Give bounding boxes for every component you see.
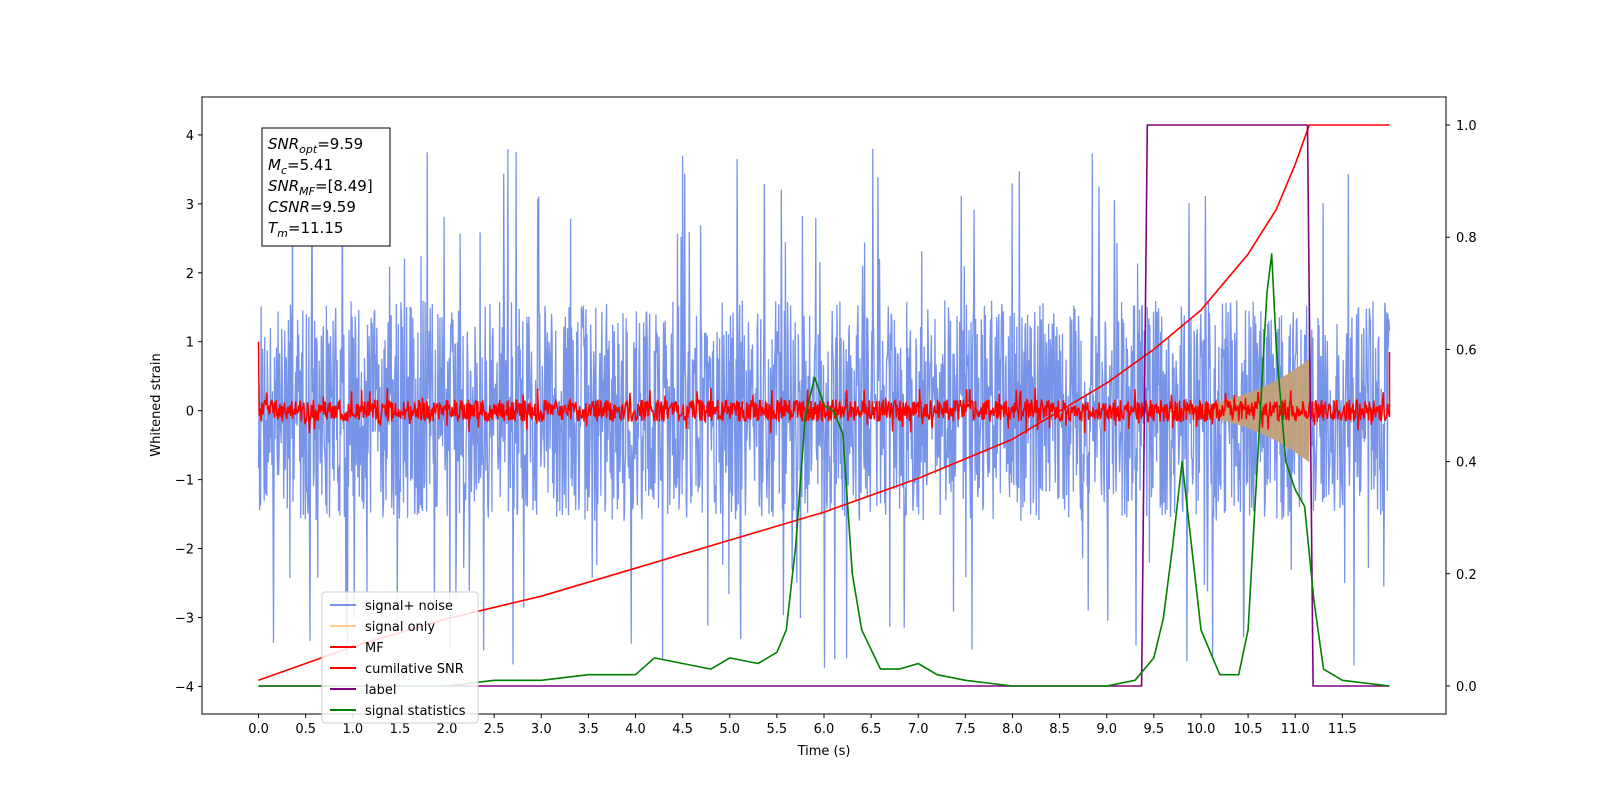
legend-frame (321, 591, 479, 724)
y2-tick-label-2: 0.6 (1456, 343, 1477, 358)
annotation-value-0: =9.59 (317, 135, 363, 153)
x-tick-label-1: 0.5 (295, 722, 316, 737)
y2-ticks: 1.0 0.8 0.6 0.4 0.2 0.0 (1446, 119, 1477, 695)
x-tick-label-8: 4.0 (625, 722, 646, 737)
annotation-subscript-1: c (281, 164, 287, 177)
annotation-symbol-3: CSNR (268, 198, 310, 216)
annotation-value-4: =11.15 (288, 219, 344, 237)
y-tick-label-8: −4 (175, 680, 194, 695)
annotation-line-0: SNRopt=9.59 (268, 135, 363, 156)
x-tick-label-22: 11.0 (1281, 722, 1310, 737)
x-tick-label-7: 3.5 (578, 722, 599, 737)
x-tick-label-10: 5.0 (719, 722, 740, 737)
annotation-line-4: Tm=11.15 (268, 219, 343, 240)
annotation-symbol-1: M (268, 156, 281, 174)
x-tick-label-11: 5.5 (767, 722, 788, 737)
annotation-symbol-0: SNR (268, 135, 299, 153)
y2-tick-label-3: 0.4 (1456, 456, 1477, 471)
x-tick-label-17: 8.5 (1049, 722, 1070, 737)
x-tick-label-18: 9.0 (1096, 722, 1117, 737)
annotation-value-2: =[8.49] (315, 177, 373, 195)
series-2-line (257, 341, 1391, 434)
x-tick-label-19: 9.5 (1144, 722, 1165, 737)
y2-tick-label-0: 1.0 (1456, 119, 1477, 134)
x-tick-label-4: 2.0 (437, 722, 458, 737)
legend-label-3: cumilative SNR (365, 662, 464, 677)
y2-tick-label-5: 0.0 (1456, 680, 1477, 695)
annotation-value-1: =5.41 (287, 156, 333, 174)
x-tick-label-14: 7.0 (908, 722, 929, 737)
y-tick-label-3: 1 (186, 336, 194, 351)
x-tick-label-13: 6.5 (861, 722, 882, 737)
annotation-subscript-0: opt (299, 143, 318, 156)
y2-tick-label-1: 0.8 (1456, 231, 1477, 246)
x-axis-label: Time (s) (797, 744, 851, 759)
annotation-subscript-2: MF (299, 185, 315, 198)
y-axis-label: Whitened strain (149, 353, 164, 456)
y-tick-label-7: −3 (175, 611, 194, 626)
legend-label-4: label (365, 683, 396, 698)
x-tick-label-0: 0.0 (248, 722, 269, 737)
annotation-subscript-4: m (277, 227, 288, 240)
annotation-symbol-2: SNR (268, 177, 299, 195)
x-tick-label-16: 8.0 (1002, 722, 1023, 737)
y-ticks: 4 3 2 1 0 −1 −2 −3 −4 (175, 129, 202, 695)
x-tick-label-9: 4.5 (672, 722, 693, 737)
annotation-value-3: =9.59 (310, 198, 356, 216)
legend-label-2: MF (365, 641, 384, 656)
legend: signal+ noise signal only MF cumilative SNR… (321, 591, 479, 724)
legend-label-0: signal+ noise (365, 599, 453, 614)
legend-label-1: signal only (365, 620, 435, 635)
annotation-box: SNRopt=9.59Mc=5.41SNRMF=[8.49]CSNR=9.59T… (261, 127, 391, 247)
annotation-line-3: CSNR=9.59 (268, 198, 356, 216)
x-tick-label-21: 10.5 (1234, 722, 1263, 737)
legend-label-5: signal statistics (365, 704, 466, 719)
annotation-frame (261, 127, 391, 247)
x-tick-label-5: 2.5 (484, 722, 505, 737)
x-tick-label-15: 7.5 (955, 722, 976, 737)
y-tick-label-6: −2 (175, 543, 194, 558)
y2-tick-label-4: 0.2 (1456, 568, 1477, 583)
x-tick-label-6: 3.0 (531, 722, 552, 737)
y-tick-label-0: 4 (186, 129, 194, 144)
x-ticks: 0.0 0.5 1.0 1.5 2.0 2.5 3.0 3.5 4.0 4.5 5.0 5.5 6.0 6… (248, 714, 1357, 737)
y-tick-label-1: 3 (186, 198, 194, 213)
y-tick-label-5: −1 (175, 474, 194, 489)
series-3-line (258, 124, 1390, 682)
annotation-symbol-4: T (268, 219, 279, 237)
x-tick-label-20: 10.0 (1186, 722, 1215, 737)
x-tick-label-3: 1.5 (390, 722, 411, 737)
data-layer (257, 124, 1391, 687)
annotation-line-2: SNRMF=[8.49] (268, 177, 373, 198)
x-tick-label-2: 1.0 (342, 722, 363, 737)
y-tick-label-4: 0 (186, 405, 194, 420)
series-4-line (258, 124, 1390, 687)
series-0-line (257, 148, 1391, 668)
x-tick-label-23: 11.5 (1328, 722, 1357, 737)
x-tick-label-12: 6.0 (814, 722, 835, 737)
annotation-line-1: Mc=5.41 (268, 156, 333, 177)
y-tick-label-2: 2 (186, 267, 194, 282)
series-5-line (258, 253, 1390, 687)
